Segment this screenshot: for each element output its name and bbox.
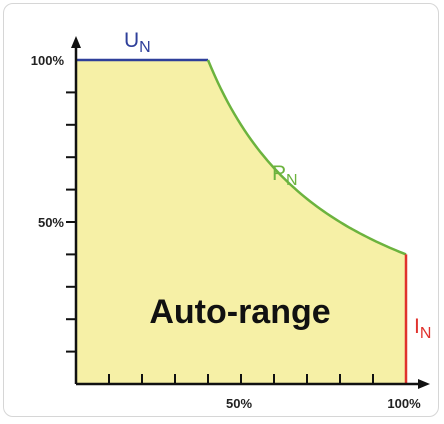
y-tick-label: 50%	[38, 215, 64, 230]
voltage-label-sub: N	[139, 39, 151, 56]
power-label-main: P	[272, 162, 286, 185]
minor-ticks	[66, 91, 374, 384]
tick-labels: 50% 100% 50% 100%	[31, 53, 421, 411]
auto-range-area	[76, 60, 406, 384]
power-label: PN	[272, 162, 298, 189]
x-tick-label: 50%	[226, 396, 252, 411]
power-limit-curve	[206, 59, 407, 256]
current-label-main: I	[414, 315, 420, 338]
voltage-label-main: U	[124, 29, 139, 52]
auto-range-label: Auto-range	[149, 293, 330, 331]
y-tick-label: 100%	[31, 53, 65, 68]
voltage-label: UN	[124, 29, 151, 56]
current-label-sub: N	[420, 325, 432, 342]
x-axis-arrow	[418, 379, 430, 389]
y-axis-arrow	[71, 36, 81, 48]
power-label-sub: N	[286, 172, 298, 189]
current-label: IN	[414, 315, 431, 342]
x-tick-label: 100%	[387, 396, 421, 411]
